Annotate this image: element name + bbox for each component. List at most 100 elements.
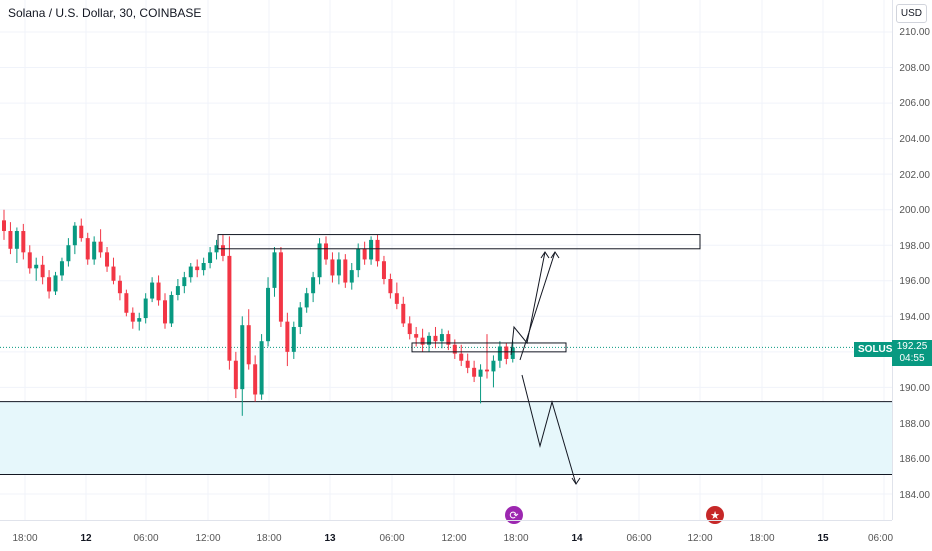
candle-body: [407, 323, 412, 335]
price-label: 184.00: [899, 490, 930, 501]
support-box: [411, 342, 567, 353]
candle-body: [478, 369, 483, 377]
candle-body: [278, 252, 283, 322]
price-label: 202.00: [899, 170, 930, 181]
candle-body: [79, 225, 84, 239]
candle-body: [195, 266, 200, 271]
time-label: 12: [80, 533, 92, 544]
price-label: 190.00: [899, 383, 930, 394]
candle-body: [188, 266, 193, 278]
candle-body: [452, 344, 457, 354]
candle-body: [246, 325, 251, 365]
chart-area[interactable]: Solana / U.S. Dollar, 30, COINBASE SOLUS…: [0, 0, 904, 524]
candle-body: [240, 325, 245, 390]
bearish-projection-path: [521, 374, 577, 485]
candle-body: [401, 303, 406, 324]
price-axis[interactable]: USD 210.00 208.00 206.00 204.00 202.00 2…: [892, 0, 932, 520]
time-label: 18:00: [12, 533, 38, 544]
time-label: 06:00: [133, 533, 159, 544]
time-label: 13: [324, 533, 336, 544]
candle-body: [298, 307, 303, 327]
candle-body: [182, 277, 187, 287]
time-label: 15: [817, 533, 829, 544]
candle-body: [394, 293, 399, 304]
candle-body: [330, 259, 335, 276]
time-label: 06:00: [626, 533, 652, 544]
arrowhead-up: [550, 251, 560, 259]
time-label: 14: [571, 533, 583, 544]
candle-body: [414, 334, 419, 338]
currency-button[interactable]: USD: [895, 4, 927, 23]
candle-body: [163, 300, 167, 324]
candle-body: [446, 334, 451, 345]
candle-body: [40, 264, 45, 278]
candle-body: [285, 321, 290, 352]
swap-event-icon[interactable]: ⟳: [505, 506, 523, 524]
price-label: 196.00: [899, 276, 930, 287]
candle-body: [324, 243, 328, 260]
candle-body: [291, 326, 296, 352]
resistance-box: [217, 234, 701, 250]
candle-body: [233, 360, 238, 390]
candle-body: [208, 252, 213, 263]
candle-body: [8, 231, 13, 249]
price-label: 206.00: [899, 98, 930, 109]
candlestick-chart[interactable]: [0, 0, 892, 520]
time-axis[interactable]: [0, 520, 892, 551]
candle-body: [137, 318, 142, 322]
price-label: 188.00: [899, 419, 930, 430]
bullish-projection-path: [519, 251, 556, 361]
candle-body: [439, 334, 444, 342]
candle-body: [343, 259, 348, 283]
candle-body: [72, 225, 77, 246]
candle-body: [92, 241, 97, 260]
candle-body: [143, 298, 148, 319]
candle-body: [472, 367, 477, 377]
candle-body: [497, 346, 502, 361]
price-label: 208.00: [899, 63, 930, 74]
candle-body: [2, 220, 6, 232]
price-label: 186.00: [899, 454, 930, 465]
candle-body: [98, 241, 103, 253]
us-flag-icon[interactable]: ★: [706, 506, 724, 524]
candle-body: [491, 360, 496, 372]
candle-body: [34, 264, 39, 269]
candle-body: [150, 282, 155, 299]
candle-body: [156, 282, 161, 301]
candle-body: [85, 238, 90, 260]
candle-body: [259, 341, 264, 395]
candle-body: [272, 252, 277, 288]
price-label: 204.00: [899, 134, 930, 145]
candle-body: [21, 231, 26, 253]
demand-zone: [0, 401, 892, 475]
candle-body: [220, 245, 225, 256]
time-label: 12:00: [195, 533, 221, 544]
candle-body: [356, 248, 361, 271]
price-label: 210.00: [899, 27, 930, 38]
current-price: 192.25: [896, 341, 928, 352]
current-price-badge: 192.25 04:55: [892, 340, 932, 366]
time-label: 18:00: [749, 533, 775, 544]
candle-body: [465, 360, 470, 368]
candle-body: [427, 335, 432, 345]
candle-body: [201, 263, 206, 271]
price-label: 198.00: [899, 241, 930, 252]
candle-body: [504, 346, 509, 359]
candle-body: [105, 252, 110, 267]
candle-body: [214, 245, 219, 253]
candle-body: [53, 275, 58, 292]
candle-body: [27, 252, 32, 269]
bullish-projection-path: [510, 251, 546, 356]
candle-body: [266, 287, 271, 342]
time-label: 18:00: [503, 533, 529, 544]
candle-body: [253, 364, 258, 395]
candle-body: [311, 277, 316, 294]
candle-body: [336, 259, 341, 276]
time-label: 06:00: [868, 533, 894, 544]
arrowhead-down: [571, 477, 581, 485]
candle-body: [381, 261, 386, 279]
candle-body: [375, 239, 380, 262]
candle-body: [169, 294, 174, 324]
candle-body: [47, 277, 52, 292]
candle-body: [124, 293, 129, 313]
